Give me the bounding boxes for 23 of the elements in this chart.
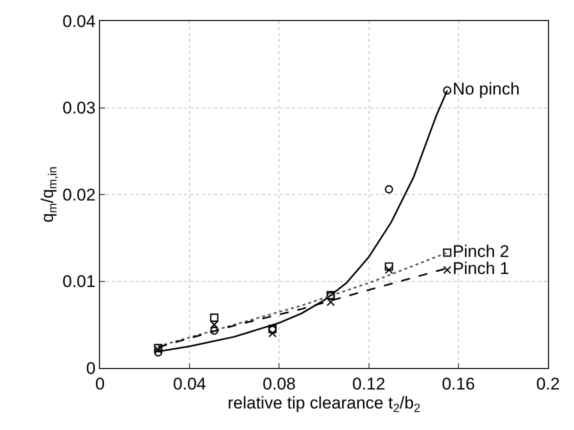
x-tick-label: 0.08: [262, 374, 296, 394]
x-tick-label: 0.12: [352, 374, 386, 394]
point: [210, 314, 218, 322]
point: [443, 248, 452, 257]
series-label: No pinch: [452, 80, 520, 99]
point: [443, 266, 452, 274]
series-label: Pinch 1: [452, 259, 510, 278]
x-tick-label: 0.16: [442, 374, 475, 394]
x-tick-label: 0.2: [536, 374, 560, 394]
y-tick-label: 0.03: [62, 98, 96, 118]
y-tick-label: 0.01: [62, 272, 96, 292]
point: [384, 185, 394, 194]
series-label: Pinch 2: [452, 242, 510, 261]
x-tick-label: 0.04: [173, 374, 206, 394]
point: [384, 262, 394, 271]
y-tick-label: 0.04: [62, 12, 96, 31]
y-tick-label: 0: [86, 358, 96, 378]
point: [210, 326, 218, 335]
point: [154, 348, 162, 357]
x-axis-title: relative tip clearance t$_{2}$/b$_{2}$: [228, 393, 421, 415]
y-tick-label: 0.02: [62, 185, 96, 204]
point: [154, 344, 162, 352]
point: [443, 86, 452, 95]
